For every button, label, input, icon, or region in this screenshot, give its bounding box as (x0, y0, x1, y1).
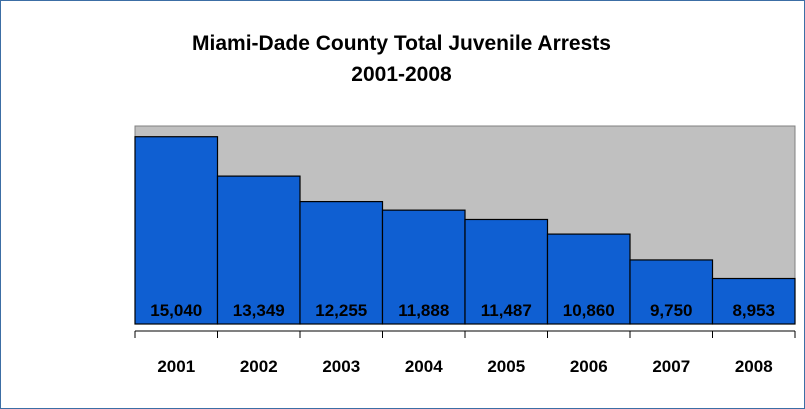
x-tick-label-2008: 2008 (735, 357, 773, 376)
x-tick-label-2003: 2003 (322, 357, 360, 376)
bar-2005 (464, 218, 549, 325)
bar-2007 (629, 259, 714, 325)
bar-2006 (546, 233, 631, 325)
x-tick-label-2004: 2004 (405, 357, 443, 376)
data-label-2006: 10,860 (563, 301, 615, 320)
data-label-2003: 12,255 (315, 301, 367, 320)
data-label-2008: 8,953 (732, 301, 775, 320)
x-tick-label-2006: 2006 (570, 357, 608, 376)
x-tick-label-2002: 2002 (240, 357, 278, 376)
bar-2001 (134, 136, 219, 325)
chart-title-line-1: Miami-Dade County Total Juvenile Arrests (192, 32, 611, 55)
chart-title: Miami-Dade County Total Juvenile Arrests… (10, 28, 793, 90)
x-tick-label-2001: 2001 (157, 357, 195, 376)
x-tick-label-2007: 2007 (652, 357, 690, 376)
data-label-2004: 11,888 (398, 301, 449, 320)
x-tick-label-2005: 2005 (487, 357, 525, 376)
chart-title-line-2: 2001-2008 (351, 63, 452, 86)
bar-2002 (216, 175, 301, 325)
data-label-2001: 15,040 (150, 301, 202, 320)
data-label-2005: 11,487 (481, 301, 532, 320)
data-label-2002: 13,349 (233, 301, 285, 320)
data-label-2007: 9,750 (650, 301, 693, 320)
bar-2004 (381, 209, 466, 325)
bar-2008 (711, 277, 796, 325)
